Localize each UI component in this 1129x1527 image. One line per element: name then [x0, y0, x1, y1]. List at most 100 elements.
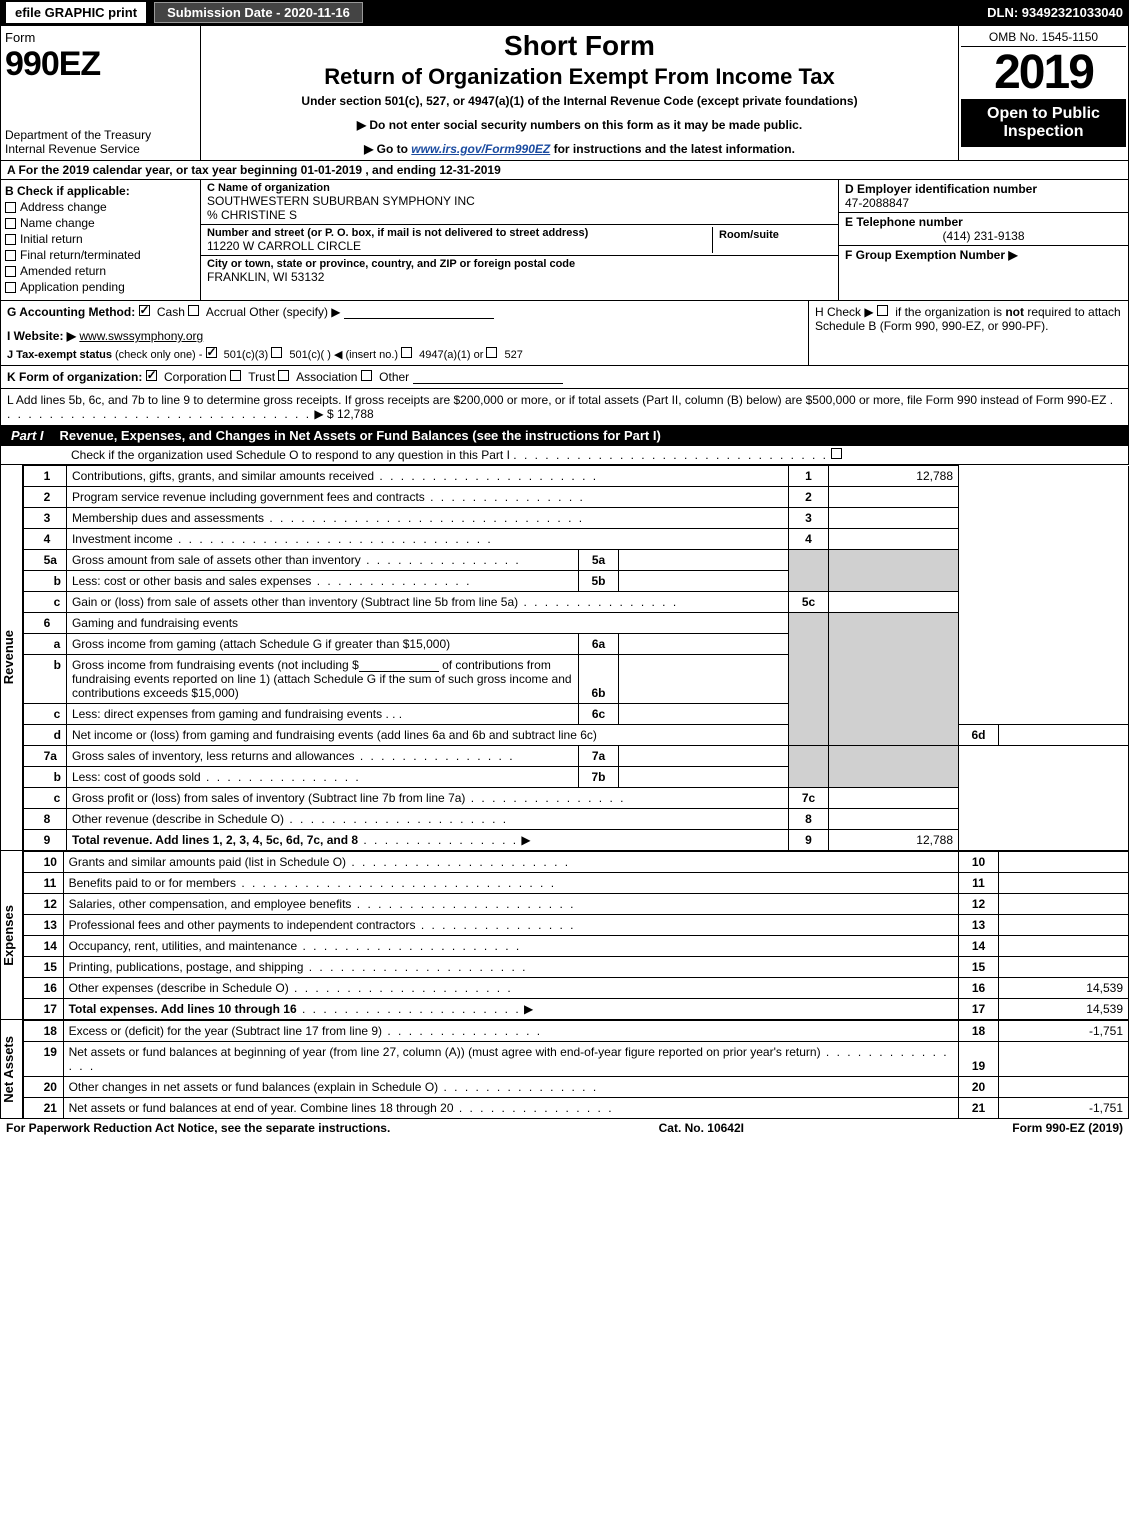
- line-desc: Other revenue (describe in Schedule O): [66, 809, 788, 830]
- assoc-label: Association: [296, 370, 357, 384]
- phone-value: (414) 231-9138: [845, 229, 1122, 243]
- line-rnum: 4: [789, 529, 829, 550]
- line-desc: Gross sales of inventory, less returns a…: [66, 746, 578, 767]
- line-rnum: 20: [959, 1077, 999, 1098]
- fundraising-amount-input[interactable]: [359, 658, 439, 672]
- footer-right: Form 990-EZ (2019): [1012, 1121, 1123, 1135]
- shade-cell: [789, 613, 829, 746]
- footer-center: Cat. No. 10642I: [659, 1121, 744, 1135]
- ein-label: D Employer identification number: [845, 182, 1122, 196]
- table-row: 16 Other expenses (describe in Schedule …: [23, 978, 1128, 999]
- checkbox-name-change[interactable]: [5, 218, 16, 229]
- checkbox-corporation[interactable]: [146, 370, 157, 381]
- efile-print-button[interactable]: efile GRAPHIC print: [6, 2, 146, 23]
- line-rnum: 16: [959, 978, 999, 999]
- mini-val: [619, 704, 789, 725]
- table-row: 5a Gross amount from sale of assets othe…: [23, 550, 1128, 571]
- checkbox-527[interactable]: [486, 347, 497, 358]
- line-desc: Professional fees and other payments to …: [63, 915, 958, 936]
- table-row: b Less: cost or other basis and sales ex…: [23, 571, 1128, 592]
- section-g: G Accounting Method: Cash Accrual Other …: [7, 305, 808, 361]
- line-desc: Printing, publications, postage, and shi…: [63, 957, 958, 978]
- table-row: d Net income or (loss) from gaming and f…: [23, 725, 1128, 746]
- checkbox-initial-return[interactable]: [5, 234, 16, 245]
- line-rval: 14,539: [999, 999, 1129, 1020]
- other-specify-input[interactable]: [344, 305, 494, 319]
- g-label: G Accounting Method:: [7, 305, 135, 319]
- line-rval: [829, 592, 959, 613]
- table-row: 20 Other changes in net assets or fund b…: [23, 1077, 1128, 1098]
- checkbox-amended[interactable]: [5, 266, 16, 277]
- form-number: 990EZ: [5, 45, 196, 84]
- table-row: 10 Grants and similar amounts paid (list…: [23, 852, 1128, 873]
- submission-date-button[interactable]: Submission Date - 2020-11-16: [154, 2, 363, 23]
- mini-val: [619, 571, 789, 592]
- omb-number: OMB No. 1545-1150: [961, 28, 1126, 47]
- table-row: 13 Professional fees and other payments …: [23, 915, 1128, 936]
- other-label: Other (specify) ▶: [249, 305, 340, 319]
- line-num: c: [23, 788, 66, 809]
- line-desc: Total expenses. Add lines 10 through 16 …: [63, 999, 958, 1020]
- ein-value: 47-2088847: [845, 196, 1122, 210]
- checkbox-other-org[interactable]: [361, 370, 372, 381]
- mini-num: 5a: [579, 550, 619, 571]
- table-row: 21 Net assets or fund balances at end of…: [23, 1098, 1128, 1119]
- checkbox-501c3[interactable]: [206, 347, 217, 358]
- header-right: OMB No. 1545-1150 2019 Open to Public In…: [958, 26, 1128, 160]
- line-desc: Grants and similar amounts paid (list in…: [63, 852, 958, 873]
- line-num: b: [23, 571, 66, 592]
- addr-change-label: Address change: [20, 200, 107, 214]
- line-desc: Occupancy, rent, utilities, and maintena…: [63, 936, 958, 957]
- line-desc: Program service revenue including govern…: [66, 487, 788, 508]
- line-rval: [999, 852, 1129, 873]
- section-h: H Check ▶ if the organization is not req…: [808, 301, 1128, 365]
- line-num: 9: [23, 830, 66, 851]
- corp-label: Corporation: [164, 370, 227, 384]
- period-row: A For the 2019 calendar year, or tax yea…: [0, 161, 1129, 180]
- line-rval: [999, 936, 1129, 957]
- opt-501c: 501(c)( ) ◀ (insert no.): [289, 349, 398, 361]
- checkbox-501c[interactable]: [271, 347, 282, 358]
- table-row: 3 Membership dues and assessments 3: [23, 508, 1128, 529]
- section-def: D Employer identification number 47-2088…: [838, 180, 1128, 300]
- table-row: 17 Total expenses. Add lines 10 through …: [23, 999, 1128, 1020]
- checkbox-h[interactable]: [877, 305, 888, 316]
- checkbox-final-return[interactable]: [5, 250, 16, 261]
- checkbox-trust[interactable]: [230, 370, 241, 381]
- website-value[interactable]: www.swssymphony.org: [79, 329, 203, 343]
- l-amount: 12,788: [337, 407, 374, 421]
- table-row: 9 Total revenue. Add lines 1, 2, 3, 4, 5…: [23, 830, 1128, 851]
- section-b: B Check if applicable: Address change Na…: [1, 180, 201, 300]
- line-rval: 14,539: [999, 978, 1129, 999]
- line-desc: Gross income from gaming (attach Schedul…: [66, 634, 578, 655]
- checkbox-address-change[interactable]: [5, 202, 16, 213]
- checkbox-accrual[interactable]: [188, 305, 199, 316]
- checkbox-association[interactable]: [278, 370, 289, 381]
- table-row: 11 Benefits paid to or for members 11: [23, 873, 1128, 894]
- checkbox-app-pending[interactable]: [5, 282, 16, 293]
- part-1-tab: Part I: [1, 426, 54, 445]
- line-num: 17: [23, 999, 63, 1020]
- checkbox-cash[interactable]: [139, 305, 150, 316]
- line-num: c: [23, 592, 66, 613]
- part-1-sub-text: Check if the organization used Schedule …: [71, 448, 510, 462]
- line-rval: [999, 957, 1129, 978]
- other-org-label: Other: [379, 370, 409, 384]
- line-rnum: 19: [959, 1042, 999, 1077]
- checkbox-4947[interactable]: [401, 347, 412, 358]
- checkbox-schedule-o-part1[interactable]: [831, 448, 842, 459]
- part-1-sub: Check if the organization used Schedule …: [0, 446, 1129, 465]
- line-num: 15: [23, 957, 63, 978]
- shade-cell: [829, 613, 959, 746]
- table-row: 2 Program service revenue including gove…: [23, 487, 1128, 508]
- phone-label: E Telephone number: [845, 215, 1122, 229]
- org-name-label: C Name of organization: [207, 182, 832, 194]
- line-rnum: 12: [959, 894, 999, 915]
- other-org-input[interactable]: [413, 370, 563, 384]
- irs-link[interactable]: www.irs.gov/Form990EZ: [411, 142, 550, 156]
- j-note: (check only one) -: [115, 349, 202, 361]
- line-num: 20: [23, 1077, 63, 1098]
- table-row: 12 Salaries, other compensation, and emp…: [23, 894, 1128, 915]
- dept-treasury: Department of the Treasury: [5, 128, 196, 142]
- part-1-title: Revenue, Expenses, and Changes in Net As…: [54, 426, 1128, 445]
